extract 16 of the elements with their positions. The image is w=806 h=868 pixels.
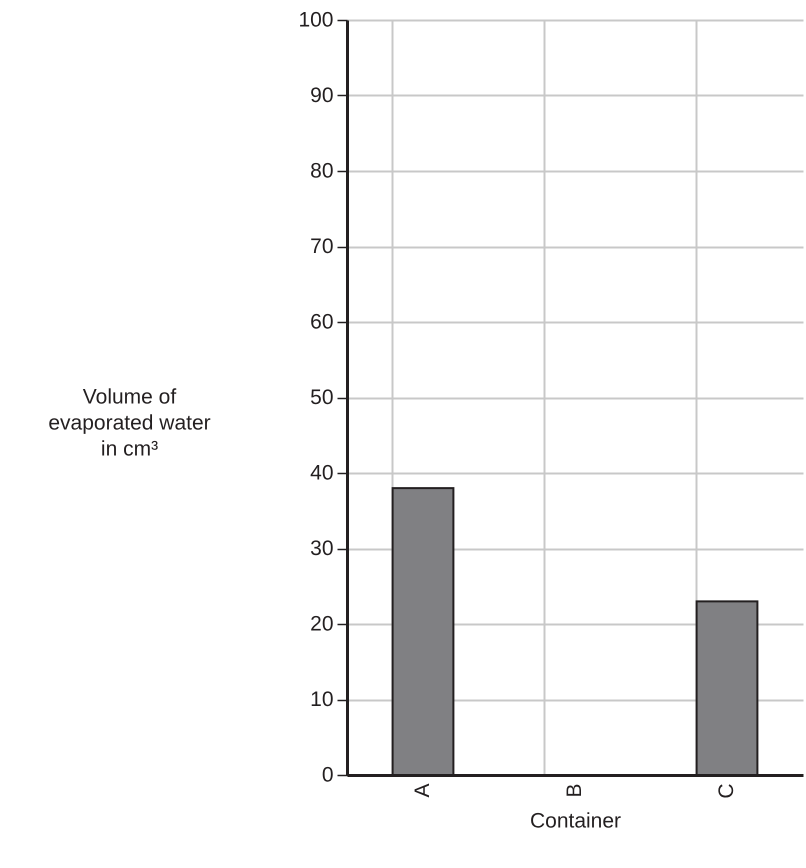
y-tick-label: 100 xyxy=(298,8,334,32)
y-tick-label: 80 xyxy=(310,160,334,182)
y-tick-label: 40 xyxy=(310,462,334,484)
y-tick-label: 50 xyxy=(310,386,334,409)
y-tick-label: 30 xyxy=(310,537,334,560)
y-tick-label: 10 xyxy=(310,688,334,711)
x-tick-label: C xyxy=(715,784,738,799)
y-tick-label: 60 xyxy=(310,310,334,334)
y-tick-label: 0 xyxy=(322,764,334,786)
y-tick-label: 70 xyxy=(310,235,334,258)
y-tick-label: 20 xyxy=(310,612,334,636)
x-axis-title: Container xyxy=(530,810,622,833)
y-axis-title: Volume of evaporated water in cm³ xyxy=(48,386,211,460)
y-tick-label: 90 xyxy=(310,84,334,107)
x-tick-label: A xyxy=(411,784,434,798)
x-tick-label: B xyxy=(563,784,586,798)
